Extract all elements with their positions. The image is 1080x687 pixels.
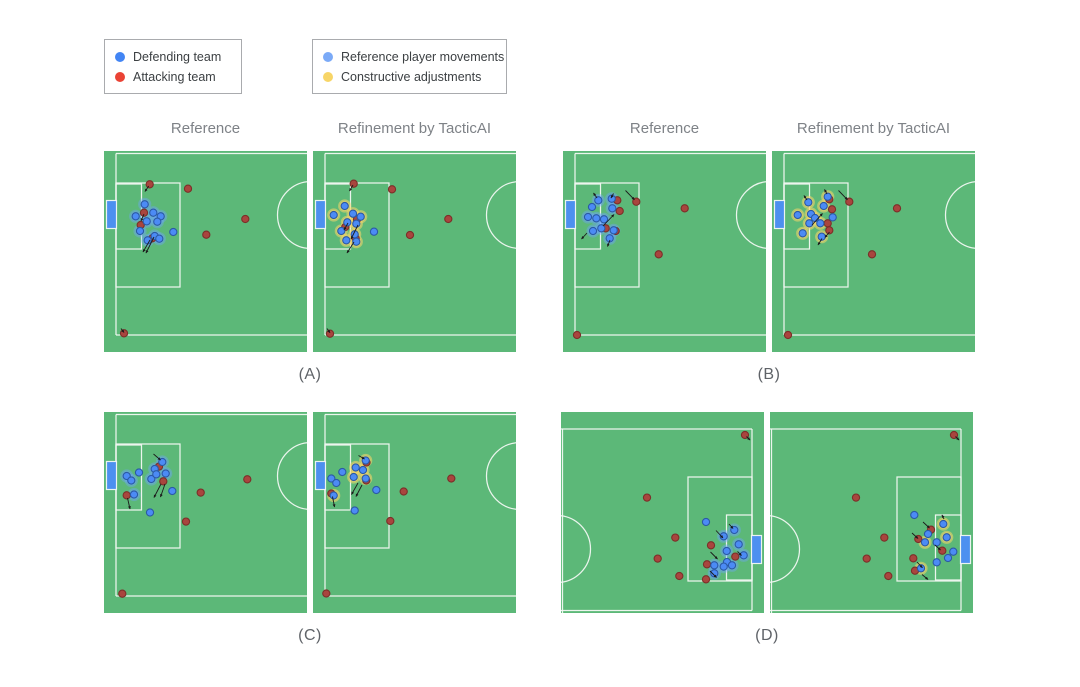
legend-label: Reference player movements: [341, 49, 505, 64]
column-title-reference: Reference: [629, 120, 700, 137]
pitch-c-reference: [104, 412, 307, 613]
attacking-team-dot-icon: [115, 71, 125, 82]
column-title-refinement: Refinement by TacticAI: [796, 120, 951, 137]
defending-team-dot-icon: [115, 51, 125, 62]
pitch-d-refinement: [770, 412, 973, 613]
legend-teams: Defending team Attacking team: [104, 39, 242, 94]
pitch-pair-A: [104, 151, 516, 352]
panel-label-B: (B): [757, 366, 781, 383]
pitch-a-refinement: [313, 151, 516, 352]
pitch-a-reference: [104, 151, 307, 352]
pitch-pair-C: [104, 412, 516, 613]
panel-label-A: (A): [298, 366, 322, 383]
panel-A: Reference Refinement by TacticAI (A): [104, 120, 516, 384]
column-title-reference: Reference: [170, 120, 241, 137]
panel-C: (C): [104, 412, 516, 645]
legend-label: Constructive adjustments: [341, 69, 482, 84]
panel-B: Reference Refinement by TacticAI (B): [563, 120, 975, 384]
panel-label-C: (C): [298, 627, 322, 644]
panel-label-D: (D): [755, 627, 779, 644]
legend-label: Attacking team: [133, 69, 216, 84]
legend-movements: Reference player movements Constructive …: [312, 39, 507, 94]
legend-item-constructive-adjustments: Constructive adjustments: [323, 70, 496, 84]
legend-label: Defending team: [133, 49, 222, 64]
column-title-refinement: Refinement by TacticAI: [337, 120, 492, 137]
legend-item-defending-team: Defending team: [115, 50, 231, 64]
pitch-pair-B: [563, 151, 975, 352]
column-titles: Reference Refinement by TacticAI: [104, 120, 516, 151]
column-titles: Reference Refinement by TacticAI: [563, 120, 975, 151]
reference-movement-dot-icon: [323, 51, 333, 62]
pitch-b-reference: [563, 151, 766, 352]
legend-item-attacking-team: Attacking team: [115, 70, 231, 84]
constructive-adjustment-dot-icon: [323, 71, 333, 82]
legend-item-reference-movements: Reference player movements: [323, 50, 504, 64]
pitch-d-reference: [561, 412, 764, 613]
pitch-pair-D: [561, 412, 973, 613]
panel-D: (D): [561, 412, 973, 645]
pitch-c-refinement: [313, 412, 516, 613]
pitch-b-refinement: [772, 151, 975, 352]
